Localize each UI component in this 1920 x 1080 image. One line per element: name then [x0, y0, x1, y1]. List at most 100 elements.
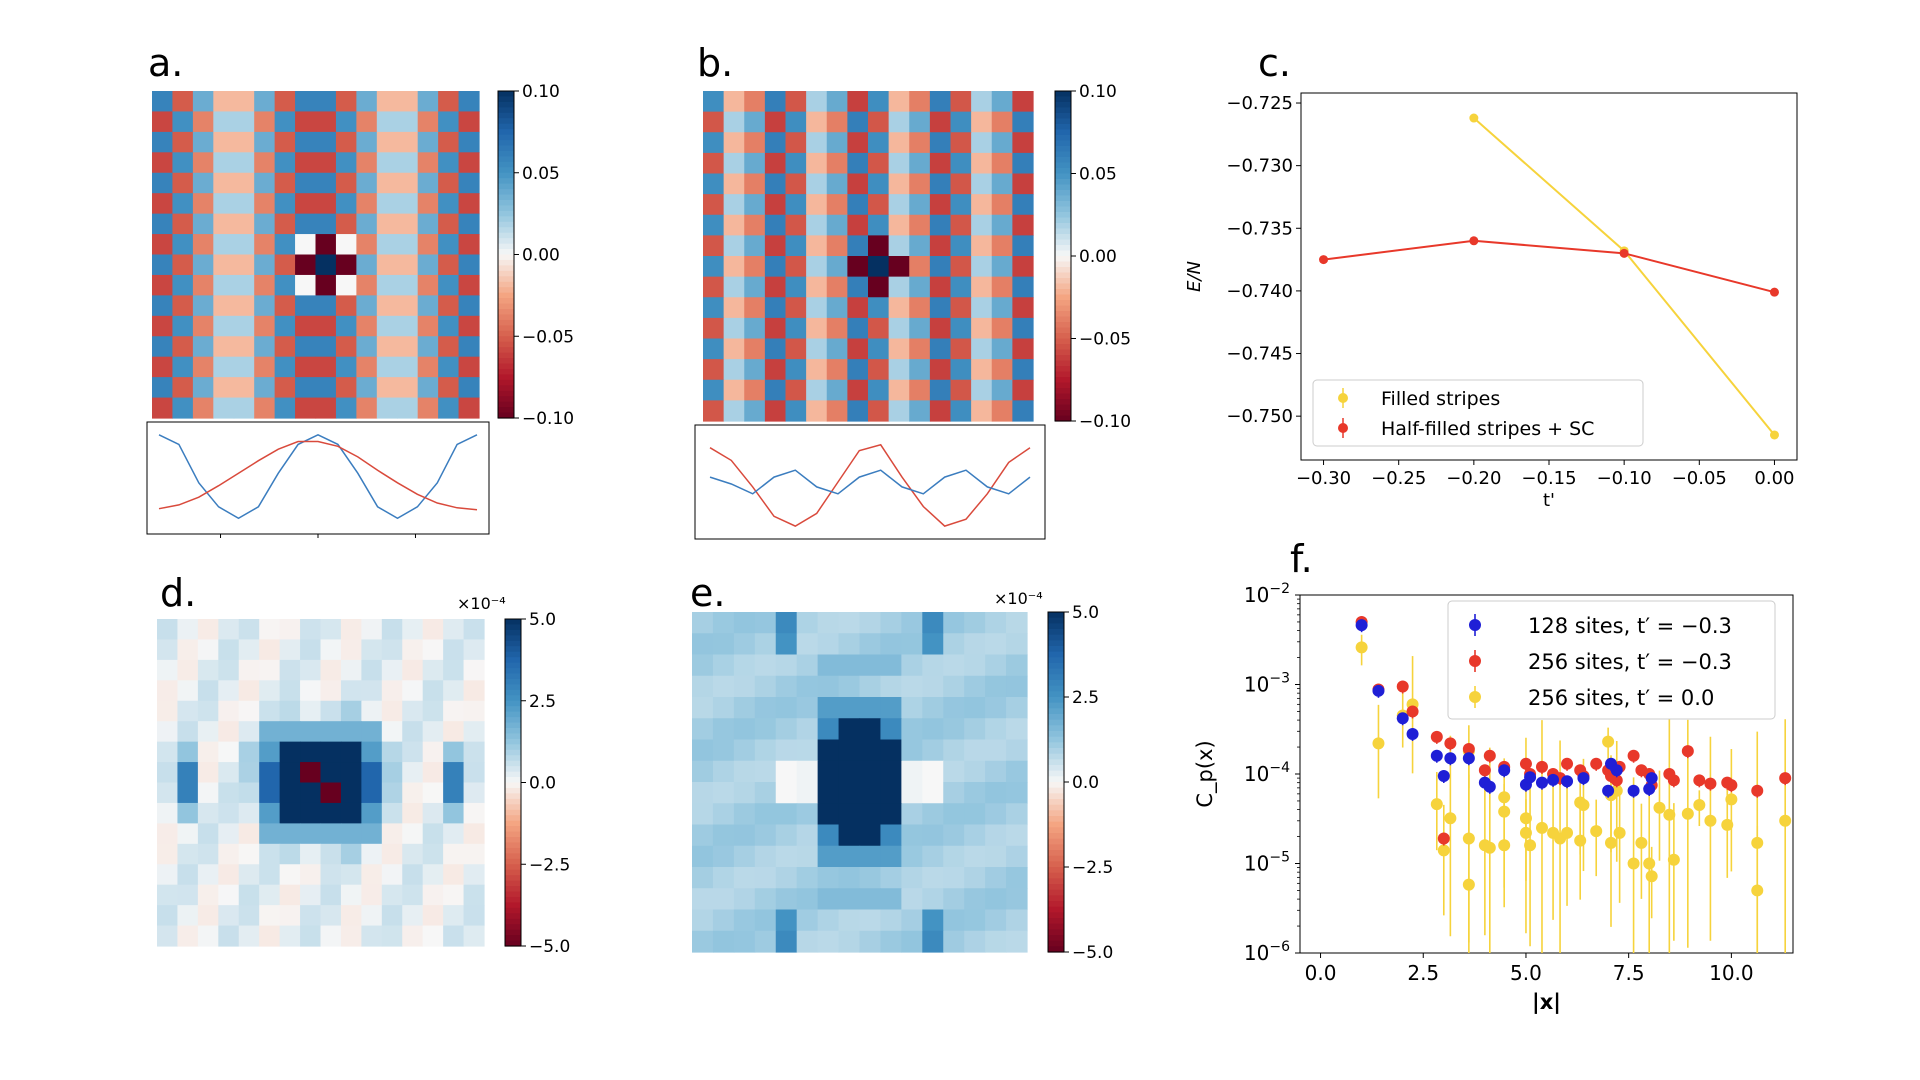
heatmap-e-cell [985, 718, 1007, 741]
heatmap-e-cell [775, 718, 798, 741]
heatmap-a-cell [192, 111, 214, 133]
heatmap-b-cell [744, 214, 766, 236]
heatmap-a-cell [213, 295, 235, 317]
heatmap-e-cell [692, 760, 714, 783]
plot-f-point [1355, 641, 1368, 654]
heatmap-d-cell [340, 864, 362, 886]
heatmap-d-cell [381, 659, 403, 681]
heatmap-b-cell [744, 379, 766, 401]
heatmap-d-cell [402, 823, 424, 845]
plot-c-xtick-label: −0.05 [1672, 468, 1727, 489]
plot-c-ytick-label: −0.735 [1226, 218, 1293, 239]
heatmap-e-cell [692, 718, 714, 741]
heatmap-b-cell [888, 317, 910, 340]
heatmap-b-cell [888, 338, 910, 360]
heatmap-e-cell [817, 930, 840, 953]
heatmap-e-cell [712, 803, 735, 826]
heatmap-a-cell [335, 193, 357, 215]
heatmap-a-cell [397, 193, 419, 215]
heatmap-a-cell [172, 336, 194, 358]
heatmap-b-cell [847, 400, 869, 422]
heatmap-e-cell [943, 654, 965, 677]
heatmap-a-cell [295, 397, 317, 419]
heatmap-e-cell [796, 760, 819, 783]
heatmap-d-cell [340, 925, 362, 947]
heatmap-b-cell [703, 214, 725, 236]
heatmap-d-cell [259, 843, 281, 865]
colorbar-b-gradient-step [1055, 349, 1071, 356]
heatmap-d-cell [381, 884, 403, 906]
heatmap-e-cell [985, 909, 1007, 932]
colorbar-d-gradient-step [505, 858, 521, 865]
colorbar-a-gradient-step [498, 325, 514, 332]
heatmap-a-cell [376, 397, 398, 419]
heatmap-e-cell [838, 782, 861, 804]
heatmap-d-cell [361, 741, 383, 763]
heatmap-a-cell [315, 213, 337, 235]
heatmap-a-cell [315, 254, 337, 276]
heatmap-e-cell [943, 760, 965, 783]
heatmap-a-cell [172, 315, 194, 337]
heatmap-b-cell [847, 379, 869, 401]
heatmap-d-cell [218, 823, 240, 845]
heatmap-b-cell [847, 111, 869, 133]
heatmap-d-cell [157, 843, 179, 865]
heatmap-b-cell [744, 276, 766, 298]
heatmap-b-cell [826, 214, 848, 236]
heatmap-b-cell [971, 317, 993, 340]
plot-c-point [1769, 430, 1779, 440]
plot-f-point [1396, 680, 1409, 693]
colorbar-b-gradient-step [1055, 135, 1071, 142]
plot-f-point [1430, 730, 1443, 743]
plot-c-xlabel: t' [1543, 490, 1555, 511]
heatmap-b-cell [991, 379, 1013, 401]
heatmap-e-cell [1006, 867, 1028, 889]
heatmap-d-cell [422, 782, 444, 804]
colorbar-a-gradient-step [498, 314, 514, 321]
heatmap-d-cell [361, 925, 383, 947]
heatmap-b-cell [703, 276, 725, 298]
heatmap-e-cell [796, 633, 819, 656]
heatmap-b-cell [929, 400, 952, 422]
heatmap-d-cell [259, 762, 281, 784]
plot-f-point [1645, 772, 1658, 785]
colorbar-b-gradient-step [1055, 250, 1071, 257]
heatmap-e-cell [922, 803, 944, 826]
panel-b: 0.10 0.05 0.00 −0.05 −0.10 [694, 82, 1131, 540]
colorbar-b-gradient-step [1055, 212, 1071, 219]
heatmap-b-cell [806, 214, 828, 236]
heatmap-b-cell [909, 256, 931, 278]
heatmap-b-cell [909, 111, 931, 133]
plot-c-xtick-label: −0.15 [1521, 468, 1576, 489]
heatmap-b-cell [929, 152, 952, 175]
colorbar-b-gradient-step [1055, 305, 1071, 312]
heatmap-a-cell [152, 336, 174, 358]
plot-c-ytick-label: −0.745 [1226, 344, 1293, 365]
colorbar-b-tick-label: −0.05 [1079, 330, 1131, 350]
heatmap-b-cell [806, 132, 828, 154]
plot-f-point [1779, 814, 1792, 827]
heatmap-d-cell [157, 823, 179, 845]
heatmap-b-cell [826, 338, 848, 360]
heatmap-e-cell [985, 675, 1007, 698]
heatmap-a-cell [274, 172, 296, 194]
plot-f-point [1577, 799, 1590, 812]
heatmap-d-cell [422, 823, 444, 845]
colorbar-b-gradient-step [1055, 283, 1071, 290]
colorbar-e-gradient-step [1048, 867, 1064, 874]
heatmap-e-cell [985, 739, 1007, 762]
heatmap-a-cell [356, 193, 378, 215]
colorbar-d-tick-label: 5.0 [529, 610, 556, 630]
heatmap-d-cell [443, 823, 465, 845]
heatmap-e-cell [943, 909, 965, 932]
colorbar-a-gradient-step [498, 281, 514, 288]
colorbar-a-gradient-step [498, 221, 514, 228]
heatmap-e-cell [838, 739, 861, 762]
plot-f-point [1751, 884, 1764, 897]
heatmap-d-cell [443, 700, 465, 722]
colorbar-a-gradient-step [498, 210, 514, 217]
heatmap-d-cell [402, 884, 424, 906]
plot-f-point [1437, 832, 1450, 845]
colorbar-d-gradient-step [505, 896, 521, 903]
heatmap-b-cell [888, 297, 910, 319]
